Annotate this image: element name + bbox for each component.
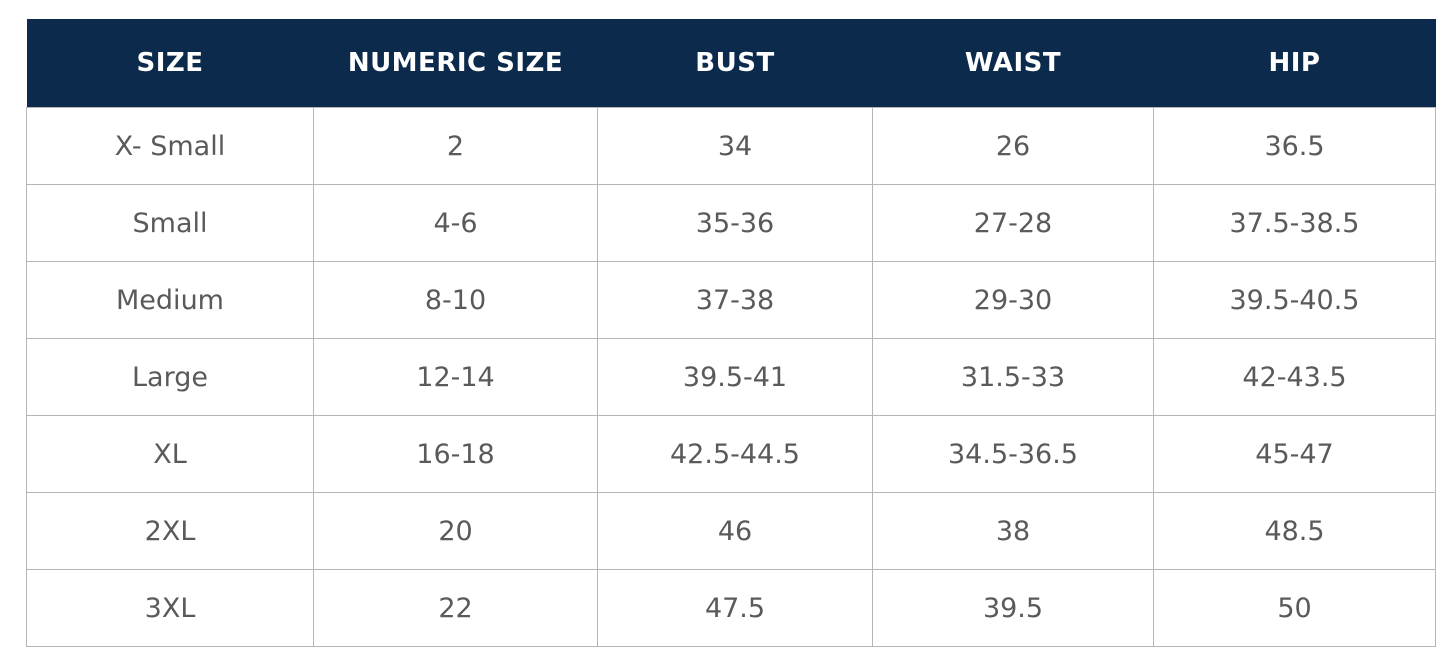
- table-cell: 47.5: [597, 569, 873, 647]
- table-cell: 46: [597, 492, 873, 570]
- table-row: Large 12-14 39.5-41 31.5-33 42-43.5: [26, 338, 1436, 416]
- table-cell: 12-14: [313, 338, 598, 416]
- table-cell: Large: [26, 338, 314, 416]
- table-cell: 34: [597, 107, 873, 185]
- column-header: WAIST: [872, 19, 1154, 108]
- table-cell: 29-30: [872, 261, 1154, 339]
- column-header: BUST: [597, 19, 873, 108]
- table-cell: 31.5-33: [872, 338, 1154, 416]
- table-cell: 50: [1153, 569, 1436, 647]
- table-cell: 2XL: [26, 492, 314, 570]
- table-cell: 34.5-36.5: [872, 415, 1154, 493]
- table-row: Small 4-6 35-36 27-28 37.5-38.5: [26, 184, 1436, 262]
- table-cell: 39.5: [872, 569, 1154, 647]
- table-cell: 27-28: [872, 184, 1154, 262]
- size-table: SIZE NUMERIC SIZE BUST WAIST HIP X- Small 2 34…: [26, 19, 1436, 647]
- table-cell: 2: [313, 107, 598, 185]
- table-cell: 26: [872, 107, 1154, 185]
- column-header: NUMERIC SIZE: [313, 19, 598, 108]
- table-cell: 37.5-38.5: [1153, 184, 1436, 262]
- table-cell: 42.5-44.5: [597, 415, 873, 493]
- table-cell: 37-38: [597, 261, 873, 339]
- table-cell: Small: [26, 184, 314, 262]
- size-chart: SIZE NUMERIC SIZE BUST WAIST HIP X- Small 2 34…: [26, 19, 1436, 647]
- table-cell: XL: [26, 415, 314, 493]
- table-row: 3XL 22 47.5 39.5 50: [26, 569, 1436, 647]
- table-cell: 8-10: [313, 261, 598, 339]
- table-cell: 3XL: [26, 569, 314, 647]
- table-cell: 38: [872, 492, 1154, 570]
- table-cell: 4-6: [313, 184, 598, 262]
- table-cell: 35-36: [597, 184, 873, 262]
- header-row: SIZE NUMERIC SIZE BUST WAIST HIP: [26, 19, 1436, 108]
- table-body: X- Small 2 34 26 36.5 Small 4-6 35-36 27-28 37.5-…: [26, 107, 1436, 647]
- table-cell: 22: [313, 569, 598, 647]
- table-cell: 36.5: [1153, 107, 1436, 185]
- table-cell: 39.5-40.5: [1153, 261, 1436, 339]
- table-cell: 16-18: [313, 415, 598, 493]
- table-cell: 45-47: [1153, 415, 1436, 493]
- table-cell: Medium: [26, 261, 314, 339]
- table-cell: 48.5: [1153, 492, 1436, 570]
- column-header: HIP: [1153, 19, 1436, 108]
- table-row: X- Small 2 34 26 36.5: [26, 107, 1436, 185]
- table-cell: 39.5-41: [597, 338, 873, 416]
- table-cell: 20: [313, 492, 598, 570]
- table-cell: 42-43.5: [1153, 338, 1436, 416]
- table-row: 2XL 20 46 38 48.5: [26, 492, 1436, 570]
- column-header: SIZE: [26, 19, 314, 108]
- table-row: Medium 8-10 37-38 29-30 39.5-40.5: [26, 261, 1436, 339]
- table-row: XL 16-18 42.5-44.5 34.5-36.5 45-47: [26, 415, 1436, 493]
- table-cell: X- Small: [26, 107, 314, 185]
- table-header: SIZE NUMERIC SIZE BUST WAIST HIP: [26, 19, 1436, 108]
